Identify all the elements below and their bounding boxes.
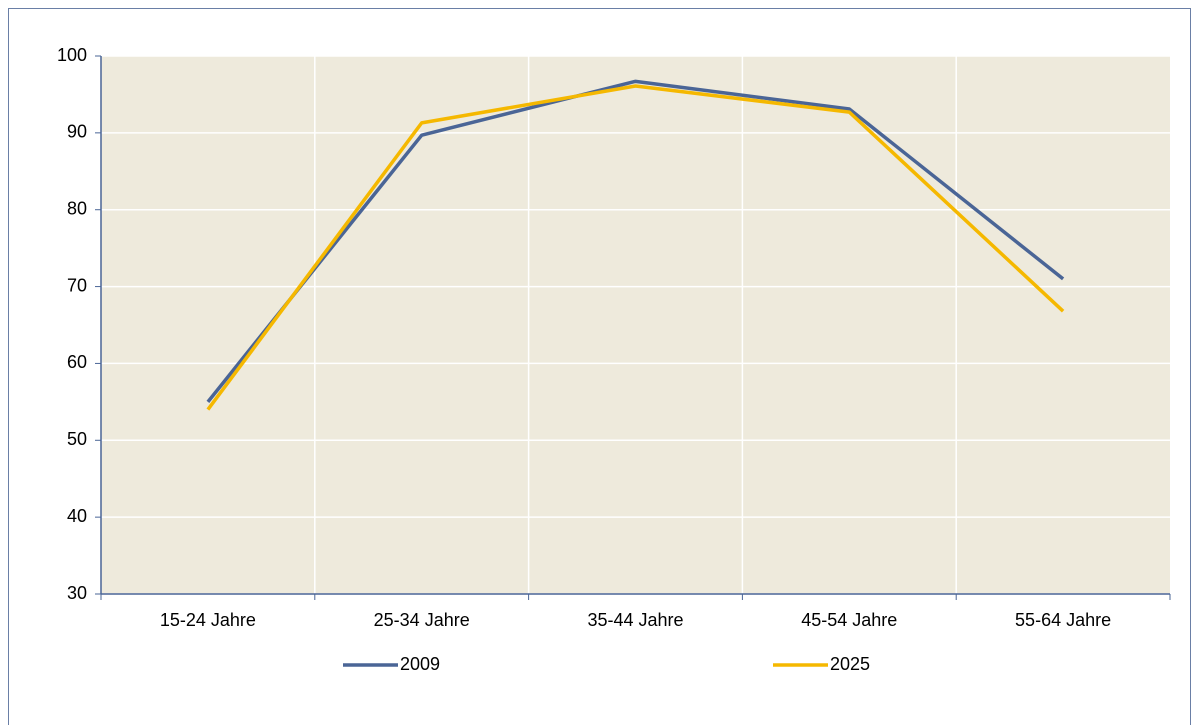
y-tick-label: 50 bbox=[67, 429, 87, 449]
x-tick-label: 45-54 Jahre bbox=[801, 610, 897, 630]
x-tick-label: 35-44 Jahre bbox=[587, 610, 683, 630]
series-line bbox=[206, 84, 1065, 411]
y-tick-label: 30 bbox=[67, 583, 87, 603]
x-tick-label: 25-34 Jahre bbox=[374, 610, 470, 630]
y-tick-label: 100 bbox=[57, 45, 87, 65]
y-tick-label: 90 bbox=[67, 122, 87, 142]
y-tick-label: 60 bbox=[67, 352, 87, 372]
grid bbox=[95, 55, 1171, 600]
x-tick-label: 15-24 Jahre bbox=[160, 610, 256, 630]
plot-area bbox=[101, 56, 1170, 594]
legend-label: 2025 bbox=[830, 654, 870, 674]
legend-label: 2009 bbox=[400, 654, 440, 674]
series-line bbox=[206, 79, 1065, 403]
y-tick-label: 40 bbox=[67, 506, 87, 526]
x-tick-label: 55-64 Jahre bbox=[1015, 610, 1111, 630]
marks bbox=[206, 79, 1065, 411]
y-tick-label: 80 bbox=[67, 198, 87, 218]
y-tick-label: 70 bbox=[67, 275, 87, 295]
